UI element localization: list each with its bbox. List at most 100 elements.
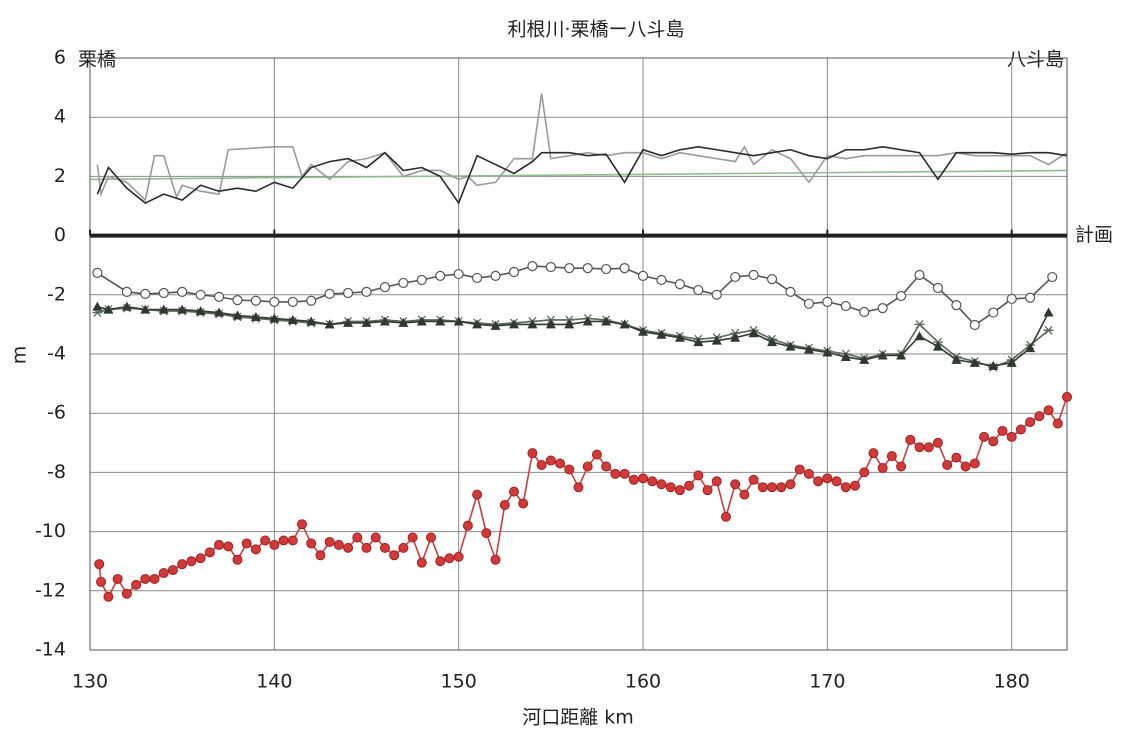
marker bbox=[1034, 411, 1045, 422]
marker bbox=[813, 476, 824, 487]
marker bbox=[121, 301, 132, 311]
marker bbox=[610, 468, 621, 479]
marker bbox=[730, 271, 741, 283]
marker bbox=[536, 460, 547, 470]
marker bbox=[840, 300, 851, 312]
marker bbox=[112, 573, 123, 584]
marker bbox=[896, 350, 907, 360]
marker bbox=[186, 556, 197, 567]
marker bbox=[241, 538, 252, 549]
x-tick-label: 170 bbox=[809, 671, 845, 693]
marker bbox=[140, 573, 151, 584]
marker bbox=[803, 298, 815, 309]
marker bbox=[379, 282, 391, 293]
marker bbox=[619, 319, 630, 329]
marker bbox=[333, 539, 344, 550]
marker bbox=[932, 341, 943, 351]
marker bbox=[674, 485, 685, 496]
marker bbox=[435, 270, 446, 281]
marker bbox=[324, 288, 335, 300]
marker bbox=[370, 532, 381, 543]
marker bbox=[693, 337, 704, 347]
marker bbox=[296, 519, 307, 530]
marker bbox=[103, 304, 114, 314]
marker bbox=[1047, 271, 1058, 283]
plot-layer bbox=[90, 93, 1072, 602]
marker bbox=[361, 317, 372, 327]
marker bbox=[269, 296, 280, 308]
marker bbox=[1052, 418, 1063, 429]
chart-title: 利根川·栗橋ー八斗島 bbox=[507, 19, 684, 41]
marker bbox=[1006, 357, 1017, 367]
marker bbox=[96, 576, 107, 587]
marker bbox=[250, 312, 261, 321]
marker bbox=[656, 329, 667, 339]
marker bbox=[232, 295, 243, 306]
marker bbox=[213, 291, 225, 302]
marker bbox=[601, 263, 612, 275]
marker bbox=[121, 286, 132, 297]
marker bbox=[490, 270, 501, 281]
marker bbox=[914, 442, 925, 453]
marker bbox=[287, 296, 298, 308]
y-tick-label: -2 bbox=[47, 283, 66, 305]
marker bbox=[379, 542, 390, 553]
marker bbox=[472, 489, 483, 500]
x-axis-label: 河口距離 km bbox=[522, 707, 634, 729]
marker bbox=[960, 461, 971, 472]
marker bbox=[545, 319, 556, 329]
marker bbox=[149, 573, 160, 584]
marker bbox=[638, 326, 649, 336]
marker bbox=[822, 347, 833, 357]
marker bbox=[343, 542, 354, 553]
marker bbox=[177, 304, 188, 314]
marker bbox=[1062, 391, 1072, 402]
marker bbox=[472, 272, 483, 284]
marker bbox=[269, 539, 280, 550]
marker bbox=[361, 286, 372, 297]
y-tick-label: -4 bbox=[47, 343, 66, 365]
series-line bbox=[96, 265, 1053, 327]
marker bbox=[840, 351, 851, 361]
marker bbox=[619, 263, 630, 274]
marker bbox=[711, 289, 722, 300]
x-tick-label: 150 bbox=[441, 671, 477, 693]
marker bbox=[564, 319, 575, 329]
marker bbox=[545, 455, 556, 466]
marker bbox=[582, 461, 593, 472]
marker bbox=[647, 476, 658, 487]
plot-frame bbox=[89, 57, 1068, 651]
marker bbox=[140, 288, 151, 300]
y-tick-label: -10 bbox=[35, 520, 66, 542]
marker bbox=[822, 296, 833, 308]
marker bbox=[757, 482, 768, 493]
marker bbox=[895, 290, 907, 302]
marker bbox=[94, 559, 105, 570]
marker bbox=[278, 535, 289, 546]
y-tick-label: -14 bbox=[35, 639, 66, 661]
marker bbox=[951, 452, 962, 463]
x-tick-label: 180 bbox=[994, 671, 1030, 693]
marker bbox=[508, 486, 519, 497]
y-tick-label: -6 bbox=[47, 402, 66, 424]
marker bbox=[720, 511, 731, 522]
marker bbox=[250, 544, 261, 555]
marker bbox=[674, 332, 685, 342]
marker bbox=[877, 350, 888, 360]
marker bbox=[859, 306, 870, 318]
marker bbox=[389, 550, 400, 561]
marker bbox=[794, 464, 805, 475]
marker bbox=[601, 316, 612, 326]
marker bbox=[167, 565, 178, 576]
marker bbox=[896, 461, 907, 472]
marker bbox=[1006, 431, 1017, 442]
marker bbox=[674, 279, 685, 290]
x-tick-label: 130 bbox=[72, 671, 108, 693]
marker bbox=[195, 306, 206, 316]
marker bbox=[398, 542, 409, 553]
marker bbox=[656, 274, 667, 286]
y-tick-label: 2 bbox=[54, 165, 66, 187]
marker bbox=[158, 304, 169, 314]
marker bbox=[315, 550, 326, 561]
